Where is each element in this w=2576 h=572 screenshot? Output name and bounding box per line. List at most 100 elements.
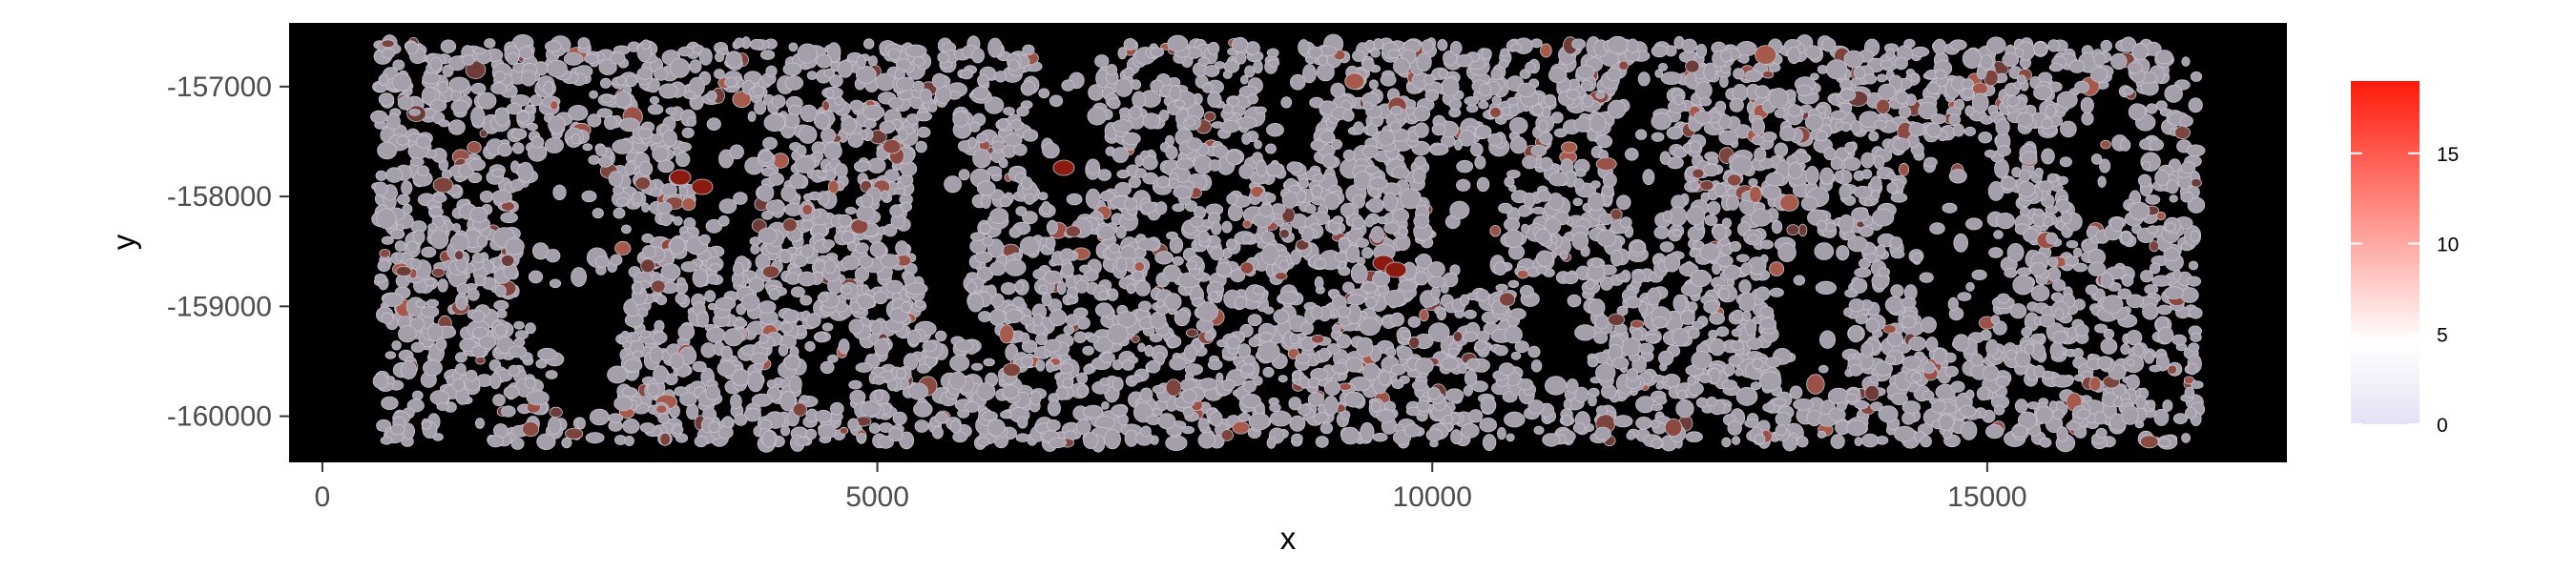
cell <box>2030 333 2045 342</box>
cell <box>545 370 558 379</box>
cell <box>2021 326 2033 337</box>
cell <box>706 90 717 102</box>
cell <box>1957 292 1972 302</box>
cell <box>1362 145 1379 158</box>
cell <box>1901 400 1922 415</box>
cell <box>391 72 412 92</box>
cell <box>874 338 890 357</box>
cell <box>1411 379 1428 392</box>
cell <box>386 376 396 385</box>
cell <box>952 111 969 128</box>
cell <box>1982 364 2000 381</box>
cell <box>823 68 836 78</box>
cell <box>1268 58 1280 68</box>
cell <box>821 322 834 332</box>
cell <box>2029 261 2046 276</box>
cell <box>1356 337 1374 358</box>
cell <box>672 424 684 435</box>
cell <box>1510 43 1522 52</box>
cell <box>987 37 1003 58</box>
cell <box>494 323 508 337</box>
cell <box>479 129 488 138</box>
cell <box>2048 63 2064 72</box>
cell <box>2141 160 2151 171</box>
cell <box>1922 390 1935 401</box>
cell <box>1590 180 1601 189</box>
cell <box>1474 340 1487 352</box>
cell <box>761 430 777 448</box>
cell <box>1008 226 1022 238</box>
cell <box>1061 262 1074 277</box>
cell <box>474 418 486 429</box>
cell <box>2099 158 2111 174</box>
cell <box>1714 182 1727 196</box>
cell <box>1100 190 1115 202</box>
cell <box>1885 48 1896 60</box>
cell <box>779 425 791 437</box>
cell <box>1625 296 1642 309</box>
cell <box>669 353 684 370</box>
cell <box>1463 385 1473 397</box>
cell <box>1681 38 1697 53</box>
cell <box>2126 294 2145 309</box>
cell <box>1859 225 1874 237</box>
cell <box>1618 60 1630 71</box>
cell <box>999 324 1014 344</box>
cell <box>868 55 878 68</box>
cell <box>1414 155 1427 168</box>
cell <box>1343 391 1365 408</box>
cell <box>1481 48 1492 60</box>
cell <box>1873 154 1885 170</box>
cell <box>1978 131 1993 144</box>
cell <box>638 160 654 177</box>
cell <box>2093 52 2107 67</box>
cell <box>1413 105 1431 122</box>
cell <box>717 425 734 439</box>
cell <box>1342 149 1356 161</box>
cell <box>1878 267 1891 277</box>
cell <box>987 419 1006 437</box>
cell <box>838 338 850 355</box>
cell <box>493 299 509 311</box>
cell <box>526 390 550 406</box>
cell <box>1480 397 1497 415</box>
cell <box>513 320 525 330</box>
cell <box>1654 69 1663 78</box>
cell <box>1508 116 1528 134</box>
cell <box>931 426 944 439</box>
cell <box>2144 284 2159 295</box>
cell <box>1021 356 1034 368</box>
cell <box>1853 185 1873 199</box>
cell <box>1775 411 1792 427</box>
cell <box>893 188 906 195</box>
cell <box>1816 130 1828 142</box>
cell <box>847 133 864 148</box>
cell <box>734 413 748 426</box>
cell <box>750 244 760 255</box>
cell <box>884 169 900 182</box>
cell <box>2054 307 2065 321</box>
cell <box>794 155 816 174</box>
cell <box>1952 334 1970 352</box>
cell <box>1475 125 1492 139</box>
cell <box>1953 233 1968 253</box>
cell <box>1744 318 1757 337</box>
cell <box>820 360 835 375</box>
cell <box>1672 229 1682 237</box>
cell <box>1274 272 1288 281</box>
cell <box>1775 424 1788 437</box>
cell <box>1154 251 1174 265</box>
cell <box>673 215 683 226</box>
cell <box>2155 50 2173 65</box>
cell <box>503 385 520 399</box>
cell <box>1437 39 1448 51</box>
cell <box>1111 404 1128 418</box>
cell <box>1509 136 1527 154</box>
cell <box>1910 72 1919 82</box>
cell <box>1726 194 1740 211</box>
cell <box>1815 280 1838 295</box>
cell <box>585 432 605 444</box>
cell <box>1840 122 1851 133</box>
cell <box>1046 361 1054 373</box>
cell <box>415 299 427 308</box>
